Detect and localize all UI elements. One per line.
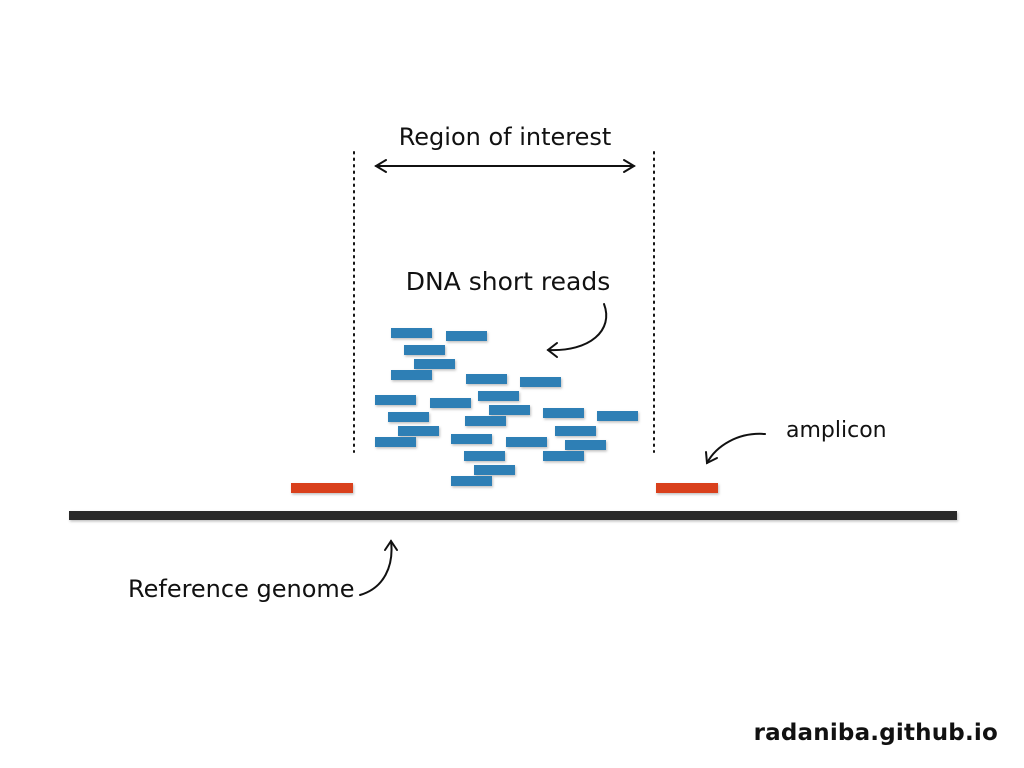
short-read [398, 426, 439, 436]
short-reads-group [375, 328, 638, 486]
amplicon-pointer-arrow [705, 432, 766, 465]
short-read [391, 328, 432, 338]
short-read [555, 426, 596, 436]
reference-genome-label: Reference genome [128, 575, 355, 603]
reference-genome-bar [69, 511, 957, 520]
short-read [474, 465, 515, 475]
short-read [543, 408, 584, 418]
short-read [414, 359, 455, 369]
short-read [597, 411, 638, 421]
region-of-interest-label: Region of interest [399, 123, 612, 151]
short-read [430, 398, 471, 408]
short-read [506, 437, 547, 447]
amplicon-label: amplicon [786, 418, 887, 443]
reads-pointer-arrow [546, 303, 608, 358]
short-read [388, 412, 429, 422]
short-read [375, 395, 416, 405]
short-read [466, 374, 507, 384]
short-read [478, 391, 519, 401]
short-read [451, 434, 492, 444]
region-double-arrow [374, 159, 636, 173]
site-credit: radaniba.github.io [753, 720, 998, 746]
short-read [565, 440, 606, 450]
amplicon-left [291, 483, 353, 493]
short-read [391, 370, 432, 380]
short-read [451, 476, 492, 486]
short-read [543, 451, 584, 461]
genome-pointer-arrow [359, 539, 398, 596]
short-read [520, 377, 561, 387]
short-read [489, 405, 530, 415]
short-read [465, 416, 506, 426]
short-read [404, 345, 445, 355]
dna-short-reads-label: DNA short reads [406, 267, 611, 296]
short-read [375, 437, 416, 447]
short-read [464, 451, 505, 461]
short-read [446, 331, 487, 341]
amplicon-right [656, 483, 718, 493]
